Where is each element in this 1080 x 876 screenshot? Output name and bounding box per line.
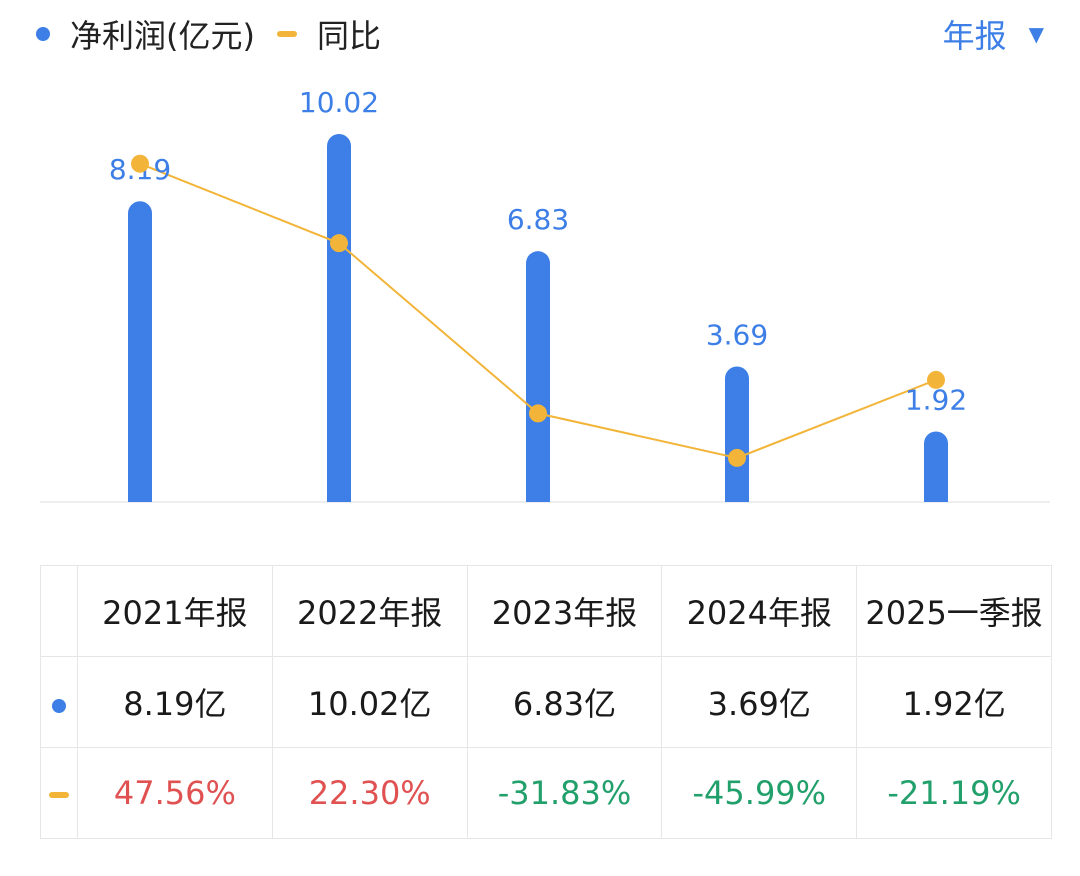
- bar: [725, 366, 749, 502]
- table-header-cell: 2025一季报: [856, 565, 1052, 657]
- table-header-cell: 2024年报: [661, 565, 858, 657]
- bar-value-label: 10.02: [299, 86, 379, 119]
- yoy-cell: -45.99%: [661, 747, 858, 839]
- bar-value-label: 3.69: [706, 318, 768, 351]
- profit-row-marker: [40, 656, 78, 748]
- data-table: 2021年报 2022年报 2023年报 2024年报 2025一季报 8.19…: [40, 565, 1052, 839]
- profit-cell: 6.83亿: [466, 656, 663, 748]
- yoy-point: [529, 404, 547, 423]
- table-corner-cell: [40, 565, 78, 657]
- period-dropdown[interactable]: 年报 ▼: [943, 10, 1044, 58]
- bar-series-marker-icon: [52, 699, 66, 713]
- profit-cell: 8.19亿: [77, 656, 273, 748]
- table-header-cell: 2022年报: [271, 565, 468, 657]
- period-dropdown-label: 年报: [942, 17, 1007, 55]
- table-header-cell: 2021年报: [77, 565, 273, 657]
- bar-series-legend-icon: [36, 27, 50, 41]
- yoy-cell: -31.83%: [466, 747, 663, 839]
- line-series-legend-label: 同比: [316, 17, 381, 55]
- table-header-row: 2021年报 2022年报 2023年报 2024年报 2025一季报: [40, 565, 1052, 657]
- profit-cell: 3.69亿: [661, 656, 858, 748]
- yoy-cell: 47.56%: [77, 747, 273, 839]
- yoy-cell: 22.30%: [271, 747, 468, 839]
- profit-cell: 1.92亿: [856, 656, 1052, 748]
- table-header-cell: 2023年报: [466, 565, 663, 657]
- yoy-point: [728, 448, 746, 467]
- table-row-profit: 8.19亿 10.02亿 6.83亿 3.69亿 1.92亿: [40, 656, 1052, 748]
- yoy-point: [131, 154, 149, 173]
- chart-plot-area: 8.1910.026.833.691.92: [40, 86, 1050, 503]
- bar: [526, 251, 550, 502]
- bar: [128, 201, 152, 502]
- chart-legend: 净利润(亿元) 同比: [36, 10, 381, 58]
- bar-series-legend-label: 净利润(亿元): [70, 17, 255, 55]
- line-series-marker-icon: [49, 792, 69, 798]
- bar: [924, 431, 948, 502]
- yoy-point: [927, 370, 945, 389]
- bar-value-label: 6.83: [507, 203, 569, 236]
- yoy-cell: -21.19%: [856, 747, 1052, 839]
- caret-down-icon: ▼: [1028, 22, 1044, 46]
- table-row-yoy: 47.56% 22.30% -31.83% -45.99% -21.19%: [40, 747, 1052, 839]
- line-series-legend-icon: [276, 31, 297, 37]
- profit-cell: 10.02亿: [271, 656, 468, 748]
- bar: [327, 134, 351, 502]
- yoy-row-marker: [40, 747, 78, 839]
- yoy-point: [330, 234, 348, 253]
- bar-value-label: 1.92: [905, 383, 967, 416]
